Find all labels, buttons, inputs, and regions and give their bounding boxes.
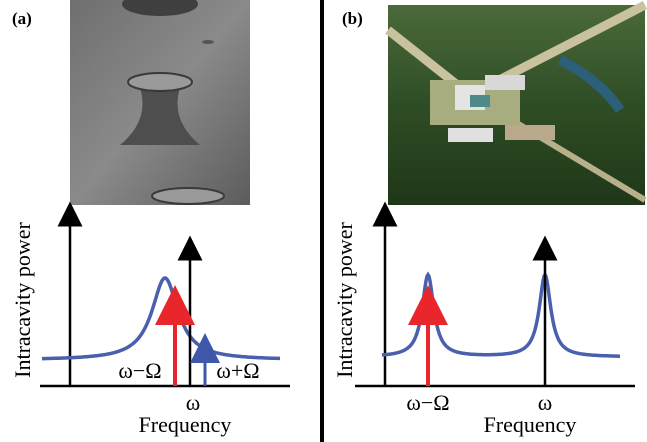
annotation: ω: [186, 390, 200, 415]
aerial-photo: [385, 0, 647, 205]
y-axis-label: Intracavity power: [10, 221, 35, 377]
x-axis-label: Frequency: [139, 412, 232, 437]
annotation: ω−Ω: [118, 358, 161, 383]
annotation: ω−Ω: [406, 390, 449, 415]
sem-photo: [70, 0, 250, 205]
panel-label: (a): [12, 9, 32, 28]
y-axis-label: Intracavity power: [332, 221, 357, 377]
plot-b: [355, 201, 635, 388]
plot-a: [40, 201, 290, 388]
annotation: ω: [538, 390, 552, 415]
x-axis-label: Frequency: [484, 412, 577, 437]
panel-label: (b): [342, 9, 363, 28]
annotation: ω+Ω: [216, 358, 259, 383]
